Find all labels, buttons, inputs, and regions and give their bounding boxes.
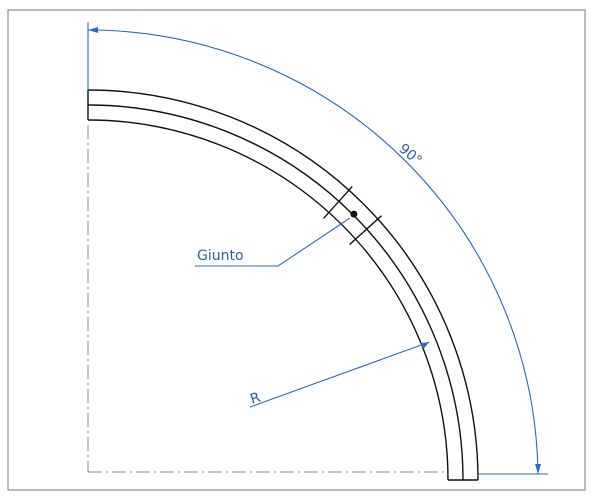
- joint-leader: [195, 217, 351, 267]
- geometry: [87, 22, 548, 481]
- joint-line: [349, 215, 383, 245]
- radius-leader: [249, 341, 430, 408]
- arrow: [420, 342, 430, 350]
- joint-label: Giunto: [197, 248, 244, 264]
- frame: [7, 9, 586, 491]
- dimension-arc: [87, 29, 539, 475]
- arrow: [535, 464, 541, 474]
- rail-arc: [87, 89, 479, 481]
- rail-arc: [87, 119, 449, 481]
- joint-dot: [350, 210, 358, 218]
- joint-line: [323, 185, 353, 219]
- arrow: [88, 27, 98, 33]
